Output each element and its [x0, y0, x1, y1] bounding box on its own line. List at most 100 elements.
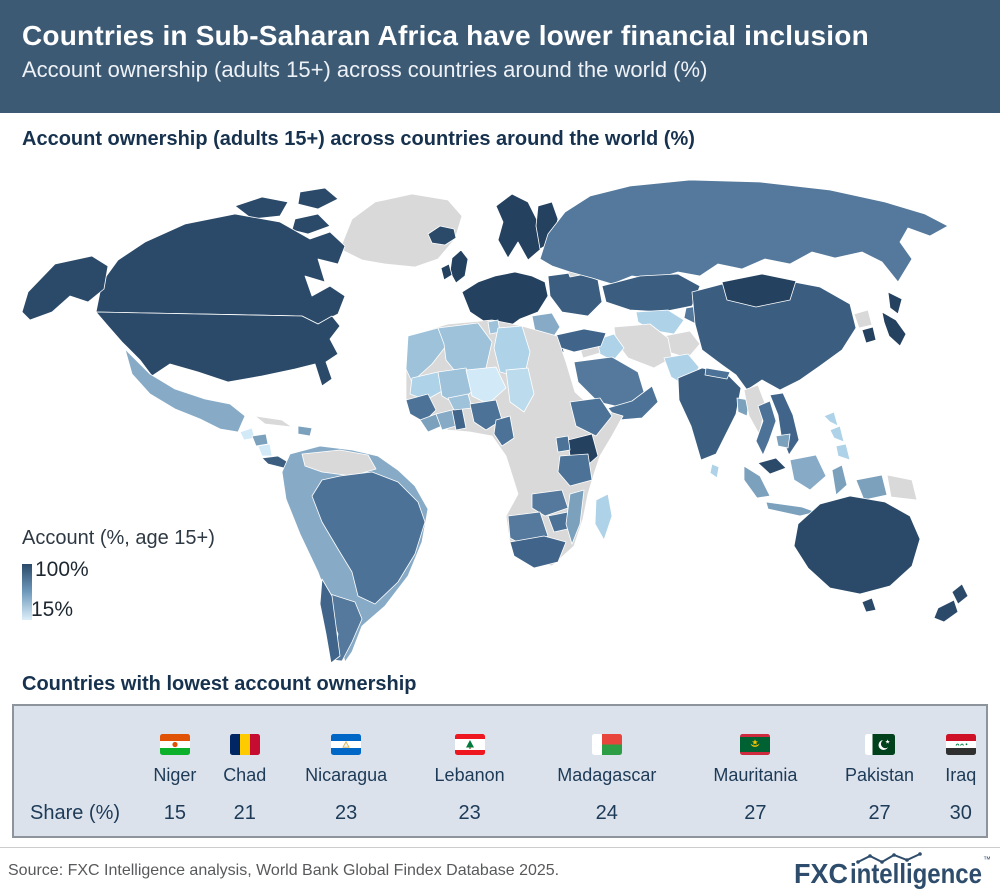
country-name: Iraq	[945, 764, 977, 785]
region-laos-vietnam	[769, 392, 800, 456]
header-banner: Countries in Sub-Saharan Africa have low…	[0, 0, 1000, 113]
mauritania-flag-icon	[740, 734, 771, 755]
share-value: 30	[949, 801, 972, 824]
region-china	[691, 278, 857, 391]
region-cameroon	[493, 415, 515, 447]
region-papua-new-guinea	[886, 474, 918, 501]
svg-text:intelligence: intelligence	[850, 858, 982, 889]
region-india	[677, 367, 742, 461]
legend-gradient-bar	[22, 564, 32, 620]
region-cuba	[254, 415, 293, 428]
lebanon-flag-icon	[454, 734, 485, 755]
region-canada-arctic-3	[291, 213, 331, 235]
table-row-countries: Niger Chad Nicaragua Lebanon Madagascar …	[14, 760, 986, 790]
logo-chart-line-icon	[857, 852, 921, 863]
share-value: 24	[595, 801, 618, 824]
chart-title: Account ownership (adults 15+) across co…	[22, 128, 695, 150]
region-nepal	[704, 367, 731, 380]
region-iceland	[427, 225, 457, 246]
iraq-flag-icon	[945, 734, 976, 755]
region-venezuela-guyanas	[301, 449, 377, 477]
region-mozambique	[565, 489, 585, 545]
legend-min-label: 15%	[31, 598, 74, 621]
page-title: Countries in Sub-Saharan Africa have low…	[22, 20, 869, 51]
share-value: 27	[744, 801, 767, 824]
world-map-svg	[21, 179, 969, 664]
region-madagascar	[594, 493, 613, 541]
country-name: Lebanon	[434, 764, 505, 785]
region-new-zealand-south	[933, 599, 959, 623]
region-philippines-2	[829, 425, 845, 443]
region-uk	[449, 249, 469, 284]
region-philippines-3	[835, 443, 851, 461]
country-name: Niger	[153, 764, 197, 785]
madagascar-flag-icon	[591, 734, 622, 755]
region-thailand	[755, 400, 777, 456]
region-sulawesi	[831, 464, 848, 496]
region-niger	[465, 366, 507, 405]
region-philippines-1	[823, 411, 839, 427]
region-hispaniola	[297, 425, 313, 437]
region-australia	[793, 495, 921, 595]
region-south-korea	[861, 326, 877, 344]
region-canada-arctic-2	[297, 187, 339, 210]
chart-title-row: Account ownership (adults 15+) across co…	[0, 113, 1000, 163]
share-row-label: Share (%)	[30, 801, 121, 824]
region-west-papua	[855, 474, 888, 501]
region-java	[765, 501, 817, 517]
svg-text:FXC: FXC	[794, 858, 848, 889]
region-south-africa	[509, 535, 567, 569]
region-nigeria	[469, 399, 503, 431]
country-name: Pakistan	[845, 764, 915, 785]
region-malaysia	[757, 457, 787, 475]
chad-flag-icon	[229, 734, 260, 755]
region-norway-sweden	[495, 193, 543, 261]
region-japan-north	[887, 291, 903, 315]
source-note: Source: FXC Intelligence analysis, World…	[8, 861, 560, 879]
region-new-zealand-north	[951, 583, 969, 605]
region-chile	[319, 578, 341, 664]
world-choropleth-map: Account (%, age 15+) 100% 15%	[0, 163, 1000, 665]
region-costarica-panama	[261, 455, 289, 469]
region-mexico	[124, 348, 246, 433]
country-name: Nicaragua	[305, 764, 388, 785]
region-usa	[95, 311, 341, 387]
region-srilanka	[709, 463, 720, 479]
nicaragua-flag-icon	[331, 734, 362, 755]
region-mauritania	[409, 371, 445, 401]
region-russia	[539, 179, 949, 285]
region-mongolia	[721, 273, 797, 308]
empty-cell	[14, 706, 140, 760]
lowest-ownership-table: Niger Chad Nicaragua Lebanon Madagascar …	[12, 704, 988, 838]
region-north-korea	[853, 309, 873, 329]
region-chad	[505, 367, 535, 413]
region-sumatra	[743, 465, 771, 499]
share-value: 23	[458, 801, 481, 824]
map-legend: Account (%, age 15+) 100% 15%	[22, 527, 215, 630]
region-canada	[95, 213, 346, 325]
region-ireland	[440, 263, 453, 281]
region-ethiopia	[569, 397, 613, 437]
share-value: 23	[335, 801, 358, 824]
region-uganda	[555, 435, 571, 453]
table-section-title-row: Countries with lowest account ownership	[0, 665, 1000, 704]
region-greenland	[339, 193, 463, 268]
footer: Source: FXC Intelligence analysis, World…	[0, 847, 1000, 893]
share-value: 15	[163, 801, 187, 824]
country-name: Madagascar	[557, 764, 657, 785]
table-row-share: Share (%) 15 21 23 23 24 27 27 30	[14, 790, 986, 836]
country-name: Chad	[223, 764, 267, 785]
niger-flag-icon	[159, 734, 190, 755]
region-nicaragua	[257, 443, 273, 457]
region-kazakhstan	[601, 273, 701, 313]
region-japan-main	[881, 311, 907, 347]
table-section-title: Countries with lowest account ownership	[22, 673, 417, 695]
region-cambodia	[775, 433, 791, 449]
share-value: 27	[868, 801, 891, 824]
legend-max-label: 100%	[35, 558, 89, 581]
region-brazil	[311, 471, 426, 605]
region-borneo	[789, 454, 827, 491]
region-tasmania	[861, 597, 877, 613]
region-honduras	[251, 433, 269, 447]
region-zambia	[531, 489, 569, 517]
